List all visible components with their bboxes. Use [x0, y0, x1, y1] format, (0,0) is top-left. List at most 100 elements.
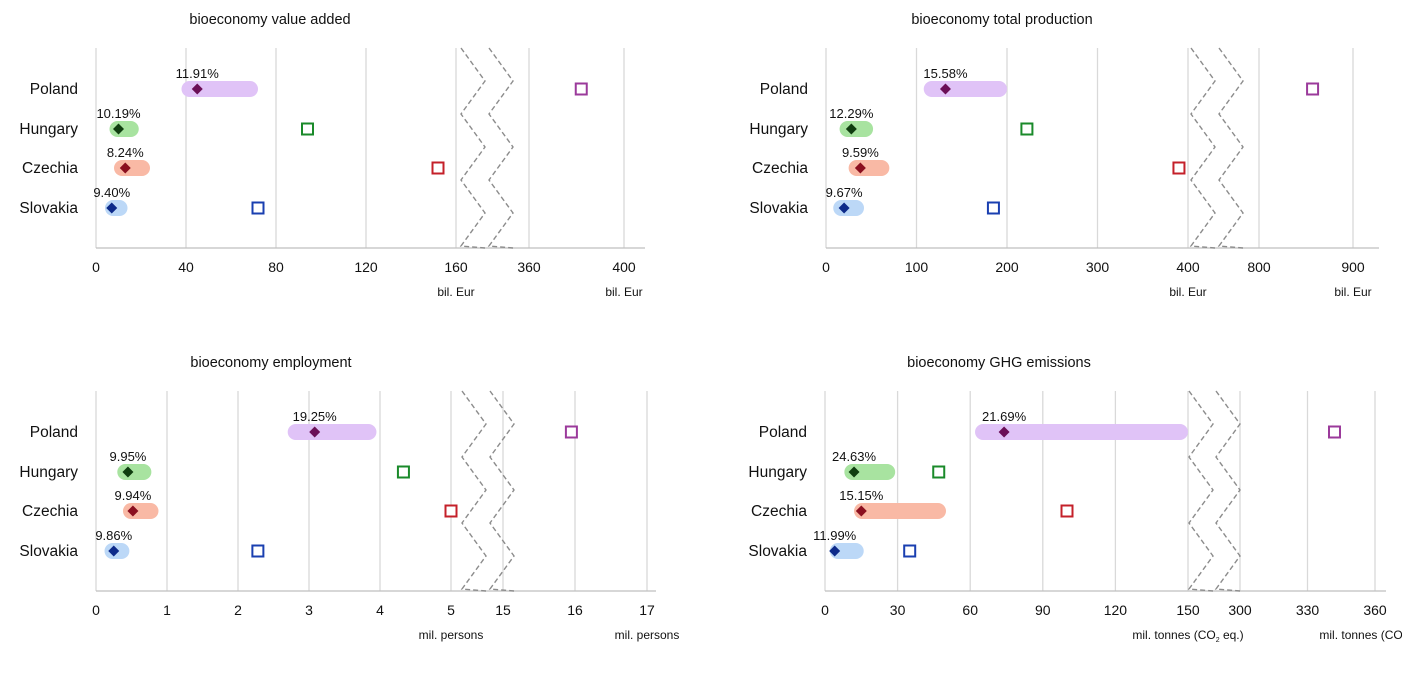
chart-title: bioeconomy total production — [911, 12, 1092, 28]
x-axis-unit: mil. persons — [615, 628, 680, 642]
total-marker — [564, 425, 578, 439]
range-bar — [117, 464, 152, 480]
total-marker — [251, 201, 265, 215]
share-label: 9.95% — [110, 449, 147, 464]
x-tick-label: 40 — [178, 259, 194, 275]
category-label: Poland — [30, 81, 78, 98]
share-marker — [838, 202, 850, 214]
x-tick-label: 2 — [234, 602, 242, 618]
range-bar — [109, 121, 139, 137]
chart-title: bioeconomy employment — [190, 355, 351, 371]
x-tick-label: 0 — [822, 259, 830, 275]
chart-value-added: bioeconomy value added 0 40 80 120 160 bil. Eu… — [19, 12, 645, 299]
total-marker — [986, 201, 1000, 215]
total-marker — [1020, 122, 1034, 136]
share-marker — [854, 162, 866, 174]
share-marker — [122, 466, 134, 478]
range-bar — [923, 81, 1007, 97]
x-tick-label: 16 — [567, 602, 583, 618]
x-tick-label: 400 — [1176, 259, 1200, 275]
range-bar — [181, 81, 258, 97]
x-tick-label: 160 — [444, 259, 468, 275]
total-marker — [251, 544, 265, 558]
share-label: 9.86% — [95, 528, 132, 543]
total-marker — [301, 122, 314, 136]
x-tick-label: 80 — [268, 259, 284, 275]
category-label: Hungary — [19, 464, 78, 481]
chart-ghg-emissions: bioeconomy GHG emissions 0 30 60 90 120 150 mil… — [748, 355, 1402, 644]
chart-title: bioeconomy value added — [189, 12, 350, 28]
share-marker — [829, 545, 841, 557]
range-bar — [829, 543, 864, 559]
share-marker — [108, 545, 120, 557]
x-axis-unit: mil. tonnes (CO2 eq.) — [1132, 628, 1243, 644]
total-marker — [1172, 161, 1186, 175]
x-tick-label: 0 — [821, 602, 829, 618]
chart-total-production: bioeconomy total production 0 100 200 300 400… — [749, 12, 1379, 299]
x-tick-label: 60 — [962, 602, 978, 618]
category-label: Poland — [760, 81, 808, 98]
x-tick-label: 360 — [517, 259, 541, 275]
share-marker — [939, 83, 951, 95]
category-label: Poland — [30, 424, 78, 441]
range-bar — [114, 160, 150, 176]
share-label: 19.25% — [293, 409, 338, 424]
category-label: Slovakia — [19, 543, 78, 560]
share-marker — [845, 123, 857, 135]
x-tick-label: 0 — [92, 259, 100, 275]
total-marker — [1328, 425, 1341, 439]
x-tick-label: 17 — [639, 602, 655, 618]
share-label: 11.91% — [176, 66, 220, 81]
share-label: 10.19% — [96, 106, 141, 121]
share-marker — [998, 426, 1010, 438]
x-tick-label: 4 — [376, 602, 384, 618]
share-label: 9.67% — [826, 185, 863, 200]
range-bar — [287, 424, 377, 440]
x-tick-label: 120 — [354, 259, 378, 275]
total-marker — [903, 544, 917, 558]
axis-break-line — [1189, 47, 1216, 249]
x-axis-unit: bil. Eur — [1169, 285, 1206, 299]
axis-break-line — [1214, 390, 1241, 592]
x-tick-label: 300 — [1086, 259, 1110, 275]
axis-break-line — [487, 47, 514, 249]
category-label: Slovakia — [748, 543, 807, 560]
x-axis-unit: bil. Eur — [1334, 285, 1371, 299]
share-label: 9.59% — [842, 145, 879, 160]
share-label: 12.29% — [829, 106, 874, 121]
x-tick-label: 330 — [1296, 602, 1320, 618]
x-tick-label: 5 — [447, 602, 455, 618]
total-marker — [431, 161, 445, 175]
range-bar — [844, 464, 896, 480]
category-label: Slovakia — [19, 200, 78, 217]
chart-employment: bioeconomy employment 0 1 2 3 4 5 mil. persons 1… — [19, 355, 680, 642]
share-marker — [106, 202, 118, 214]
x-tick-label: 200 — [995, 259, 1019, 275]
chart-title: bioeconomy GHG emissions — [907, 355, 1091, 371]
share-label: 8.24% — [107, 145, 144, 160]
category-label: Hungary — [19, 121, 78, 138]
x-tick-label: 15 — [495, 602, 511, 618]
x-tick-label: 800 — [1247, 259, 1271, 275]
share-marker — [127, 505, 139, 517]
category-label: Slovakia — [749, 200, 808, 217]
total-marker — [574, 82, 588, 96]
total-marker — [444, 504, 458, 518]
share-label: 9.40% — [93, 185, 130, 200]
category-label: Czechia — [752, 160, 808, 177]
category-label: Czechia — [22, 503, 78, 520]
x-tick-label: 3 — [305, 602, 313, 618]
category-label: Poland — [759, 424, 807, 441]
share-label: 15.15% — [839, 488, 884, 503]
x-tick-label: 300 — [1228, 602, 1252, 618]
x-tick-label: 90 — [1035, 602, 1051, 618]
x-tick-label: 900 — [1341, 259, 1365, 275]
x-tick-label: 1 — [163, 602, 171, 618]
axis-break-line — [460, 390, 487, 592]
x-tick-label: 400 — [612, 259, 636, 275]
x-axis-unit: bil. Eur — [605, 285, 642, 299]
category-label: Czechia — [751, 503, 807, 520]
total-marker — [932, 465, 946, 479]
axis-break-line — [1217, 47, 1244, 249]
